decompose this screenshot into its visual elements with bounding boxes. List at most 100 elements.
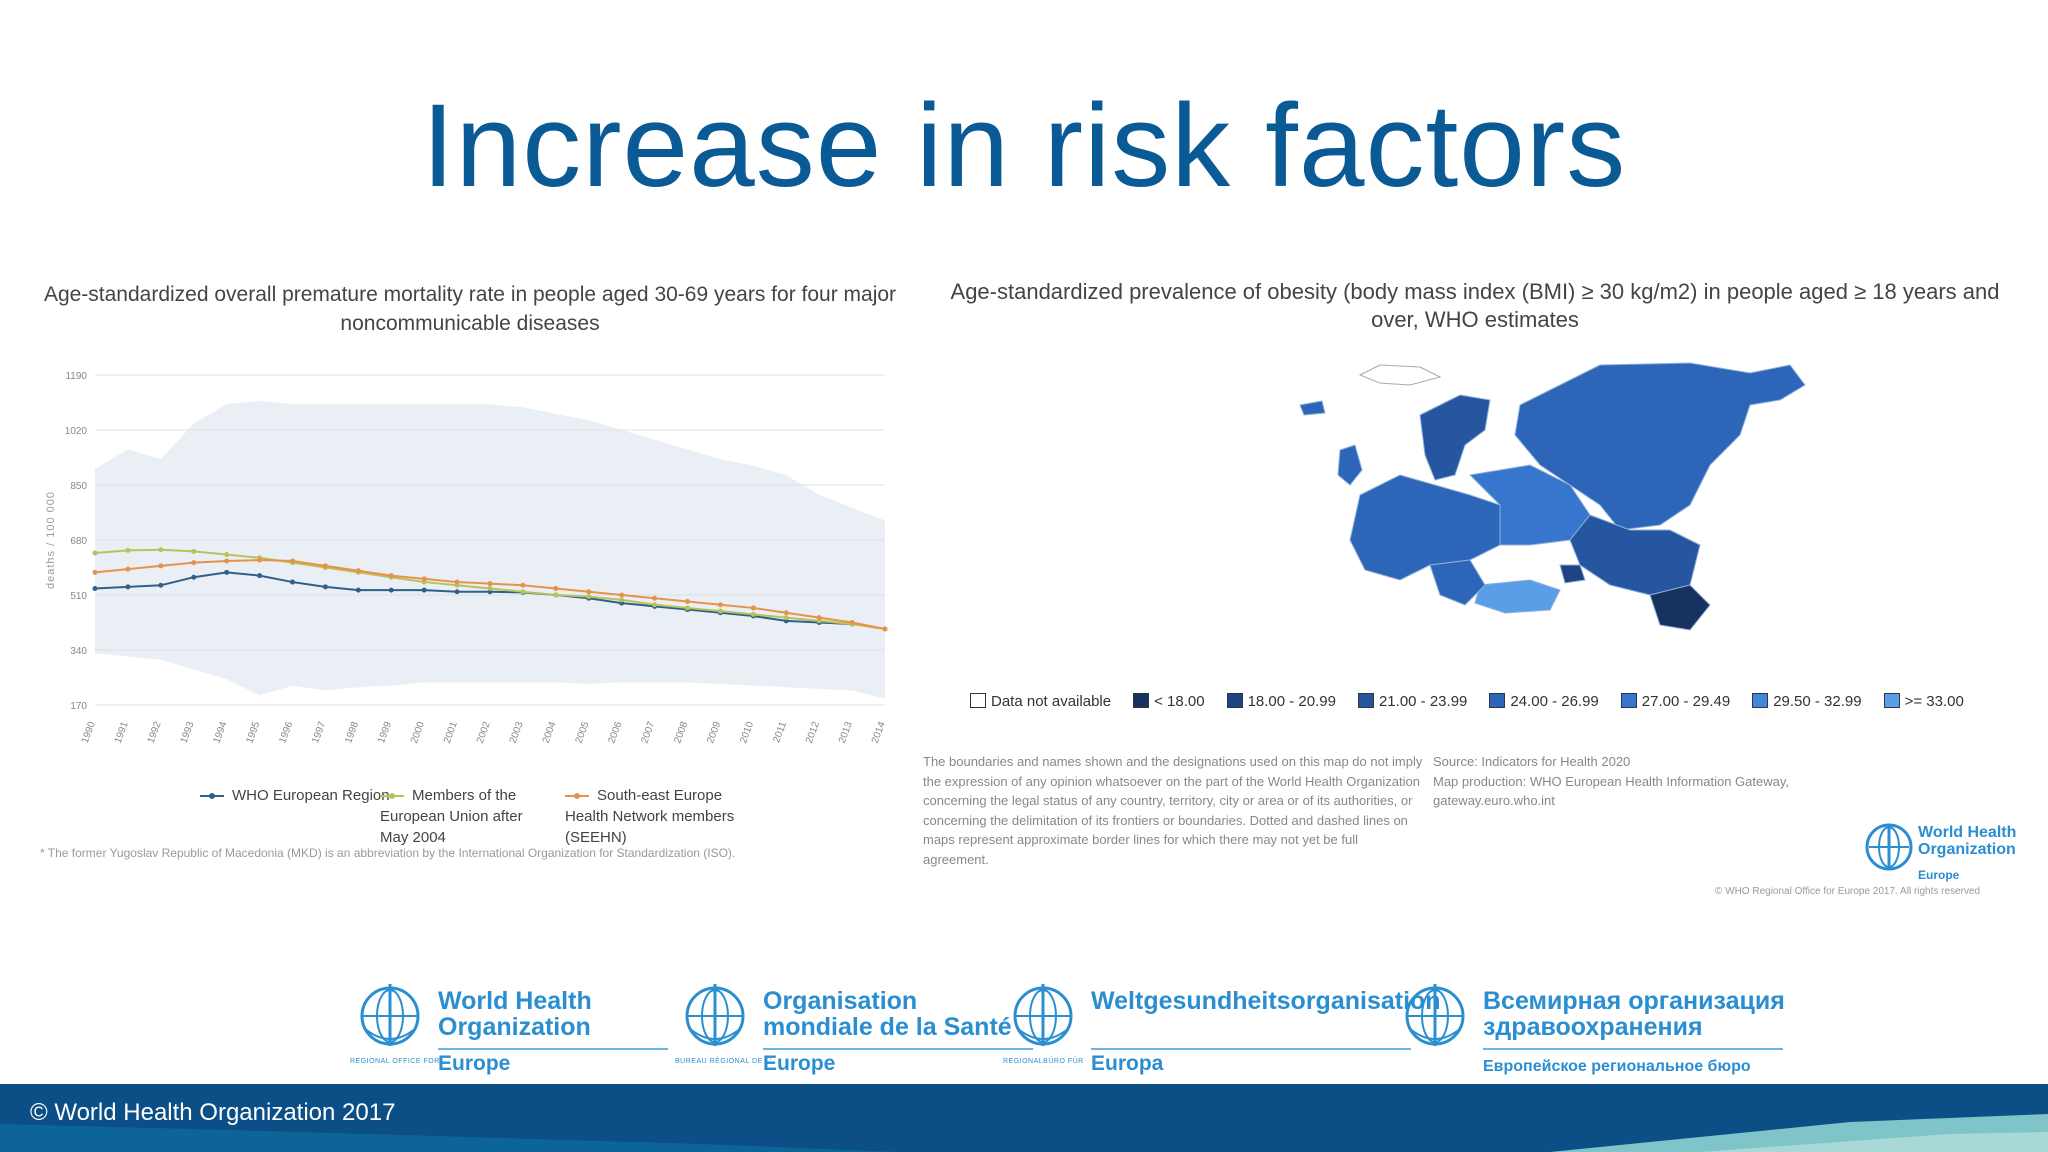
x-tick-label: 2001 (442, 720, 460, 745)
map-legend-item: 24.00 - 26.99 (1489, 693, 1599, 710)
map-legend-swatch (1883, 693, 1900, 708)
series-point-1 (685, 605, 690, 611)
series-point-0 (257, 573, 263, 579)
x-tick-label: 1995 (244, 720, 262, 745)
map-region-west-europe (1349, 474, 1501, 581)
x-tick-label: 2005 (574, 720, 592, 745)
series-point-2 (421, 576, 427, 582)
map-legend-item: 27.00 - 29.49 (1620, 693, 1730, 710)
series-point-0 (388, 587, 394, 593)
series-point-2 (322, 563, 328, 569)
x-tick-label: 2004 (541, 720, 559, 745)
logo-region: Europa (1091, 1052, 1164, 1075)
series-point-2 (257, 557, 263, 563)
map-legend: Data not available < 18.00 18.00 - 20.99 21… (970, 693, 2000, 718)
map-legend-item: < 18.00 (1133, 693, 1205, 710)
series-point-0 (290, 579, 295, 585)
x-tick-label: 2014 (870, 720, 888, 745)
x-tick-label: 1992 (146, 720, 164, 745)
legend-item-who-region: WHO European Region (200, 785, 390, 806)
series-point-2 (685, 598, 690, 604)
logo-divider (1483, 1048, 1783, 1050)
x-tick-label: 2000 (409, 720, 427, 745)
x-tick-label: 2002 (475, 720, 493, 745)
map-legend-swatch (1752, 693, 1769, 708)
series-point-0 (92, 586, 98, 592)
map-legend-swatch (970, 693, 986, 708)
series-point-2 (388, 573, 394, 579)
series-point-2 (717, 602, 723, 608)
series-point-0 (421, 587, 427, 593)
who-emblem-icon (360, 984, 420, 1046)
x-tick-label: 1999 (376, 720, 394, 745)
legend-marker (565, 793, 589, 800)
series-point-0 (322, 584, 328, 590)
map-legend-swatch (1489, 693, 1506, 708)
who-logo-name: Всемирная организация здравоохранения (1483, 988, 1785, 1040)
who-logo-sub: Europe (1918, 868, 1960, 882)
y-tick-label: 1190 (65, 371, 87, 382)
map-region-uk (1337, 444, 1363, 486)
mortality-line-chart: 170 340 510 680 850 1020 1190 deaths / 100 000 1… (45, 371, 888, 745)
x-tick-label: 1990 (80, 720, 98, 745)
series-point-1 (619, 597, 625, 603)
map-legend-item: 18.00 - 20.99 (1226, 693, 1336, 710)
who-logo-3: Weltgesundheitsorganisation REGIONALBÜRO … (1003, 980, 1441, 1080)
map-legend-label: >= 33.00 (1904, 693, 1964, 710)
series-point-1 (717, 608, 723, 614)
range-band (95, 400, 885, 699)
series-point-1 (553, 592, 559, 598)
map-disclaimer: The boundaries and names shown and the d… (923, 754, 1423, 867)
x-tick-label: 2012 (804, 720, 822, 745)
map-region-turkey (1474, 579, 1561, 614)
map-region-greenland (1358, 364, 1442, 386)
series-point-0 (224, 569, 230, 575)
map-legend-label: 29.50 - 32.99 (1773, 693, 1862, 710)
map-legend-swatch (1133, 693, 1150, 708)
map-legend-item: Data not available (970, 693, 1111, 710)
map-region-south-europe (1429, 559, 1486, 606)
who-logo-name: World Health Organization (438, 988, 592, 1040)
map-region-caucasus (1559, 564, 1586, 584)
map-legend-label: < 18.00 (1154, 693, 1205, 710)
map-region-scandinavia (1419, 394, 1491, 481)
map-copyright: © WHO Regional Office for Europe 2017. A… (1715, 886, 1981, 897)
logo-divider (763, 1048, 1033, 1050)
x-tick-label: 2010 (738, 720, 756, 745)
map-legend-swatch (1620, 693, 1637, 708)
x-tick-label: 2007 (639, 720, 657, 745)
who-emblem-icon (1013, 984, 1073, 1046)
series-point-1 (487, 586, 493, 592)
map-region-iceland (1299, 400, 1326, 416)
series-point-2 (750, 605, 756, 611)
series-point-2 (652, 595, 658, 601)
series-point-2 (454, 579, 460, 585)
series-point-2 (882, 626, 888, 632)
footer-copyright: © World Health Organization 2017 (30, 1099, 396, 1126)
series-point-1 (158, 547, 164, 553)
legend-marker (200, 793, 224, 800)
x-tick-label: 1991 (113, 720, 131, 745)
who-logo-text: World Health Organization (1918, 824, 2017, 858)
series-point-2 (125, 566, 131, 572)
logo-line2: здравоохранения (1483, 1013, 1703, 1041)
logo-region-label: BUREAU RÉGIONAL DE L' (675, 1058, 772, 1065)
x-tick-label: 2009 (705, 720, 723, 745)
series-point-1 (652, 602, 658, 608)
series-point-2 (158, 563, 164, 569)
logo-line1: Organisation (763, 987, 918, 1015)
footer-band (0, 1084, 2048, 1152)
map-title: Age-standardized prevalence of obesity (… (950, 279, 2000, 332)
chart-footnote: * The former Yugoslav Republic of Macedo… (40, 846, 736, 860)
map-region-south-asia (1649, 584, 1711, 631)
who-logo-1: World Health Organization REGIONAL OFFICE … (350, 980, 670, 1080)
slide-title: Increase in risk factors (421, 80, 1627, 212)
map-legend-label: 24.00 - 26.99 (1510, 693, 1599, 710)
series-point-1 (783, 615, 789, 621)
series-point-2 (191, 560, 197, 566)
series-point-0 (158, 582, 164, 588)
legend-item-seehn: South-east Europe Health Network members… (565, 787, 735, 846)
series-point-2 (92, 569, 98, 575)
series-point-2 (487, 581, 493, 587)
logo-region: Europe (763, 1052, 836, 1075)
